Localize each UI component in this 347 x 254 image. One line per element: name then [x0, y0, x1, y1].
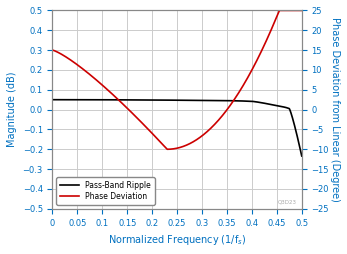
X-axis label: Normalized Frequency (1/f$_s$): Normalized Frequency (1/f$_s$): [108, 233, 246, 247]
Text: Q3D23: Q3D23: [278, 200, 297, 205]
Pass-Band Ripple: [236, 99, 240, 102]
Phase Deviation: [277, 9, 281, 12]
Pass-Band Ripple: [212, 99, 217, 102]
Phase Deviation: [146, 127, 150, 130]
Phase Deviation: [212, 123, 217, 126]
Pass-Band Ripple: [255, 101, 260, 104]
Y-axis label: Magnitude (dB): Magnitude (dB): [7, 72, 17, 147]
Y-axis label: Phase Deviation from Linear (Degree): Phase Deviation from Linear (Degree): [330, 17, 340, 202]
Pass-Band Ripple: [146, 99, 150, 102]
Legend: Pass-Band Ripple, Phase Deviation: Pass-Band Ripple, Phase Deviation: [56, 177, 155, 205]
Pass-Band Ripple: [300, 154, 304, 157]
Line: Pass-Band Ripple: Pass-Band Ripple: [52, 100, 302, 156]
Pass-Band Ripple: [96, 98, 100, 101]
Pass-Band Ripple: [50, 98, 54, 101]
Pass-Band Ripple: [200, 99, 204, 102]
Phase Deviation: [255, 58, 260, 61]
Phase Deviation: [236, 91, 240, 94]
Phase Deviation: [50, 49, 54, 52]
Phase Deviation: [96, 80, 100, 83]
Phase Deviation: [200, 134, 204, 137]
Phase Deviation: [165, 148, 169, 151]
Phase Deviation: [300, 9, 304, 12]
Line: Phase Deviation: Phase Deviation: [52, 10, 302, 149]
